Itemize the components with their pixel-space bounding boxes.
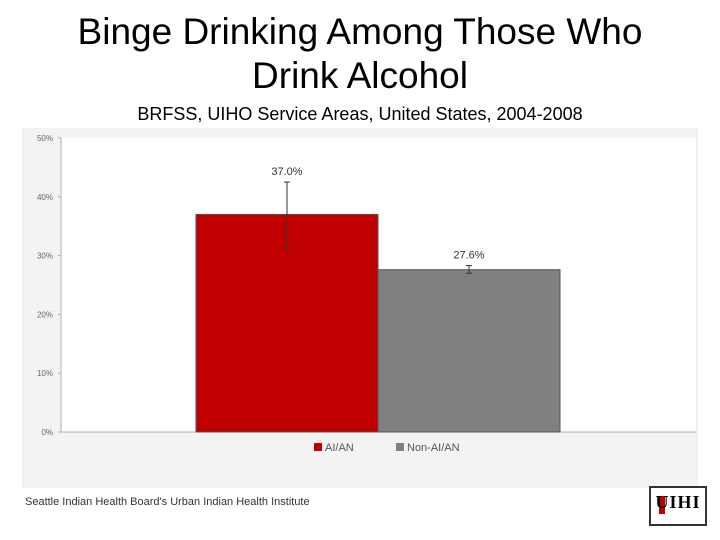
bar-chart: 0% 10% 20% 30% 40% 50% 37.0% 27.6% AI/AN Non-AI… [37, 134, 696, 454]
legend: AI/AN Non-AI/AN [314, 442, 460, 454]
title-line-1: Binge Drinking Among Those Who [77, 11, 643, 52]
uihi-logo: UIHI [649, 486, 707, 526]
data-labels: 37.0% 27.6% [271, 166, 484, 261]
y-tick-label: 10% [37, 369, 53, 378]
bar-ai-an [195, 213, 379, 433]
y-tick-label: 30% [37, 252, 53, 261]
chart-area: 0% 10% 20% 30% 40% 50% 37.0% 27.6% AI/AN Non-AI… [22, 128, 698, 488]
bar-non-ai-an [377, 269, 561, 433]
legend-swatch [396, 443, 404, 451]
logo-accent-mark [659, 496, 665, 514]
y-tick-labels: 0% 10% 20% 30% 40% 50% [37, 134, 61, 437]
data-label: 27.6% [453, 250, 484, 262]
y-tick-label: 40% [37, 193, 53, 202]
legend-label: Non-AI/AN [407, 442, 460, 454]
legend-swatch [314, 443, 322, 451]
title-line-2: Drink Alcohol [252, 55, 468, 96]
logo-letters: UIHI [655, 492, 701, 512]
footer-credit: Seattle Indian Health Board's Urban Indi… [25, 496, 310, 508]
slide-title: Binge Drinking Among Those Who Drink Alc… [0, 10, 720, 98]
bars [195, 213, 561, 433]
slide-subtitle: BRFSS, UIHO Service Areas, United States… [137, 104, 583, 124]
legend-label: AI/AN [325, 442, 354, 454]
error-bars [284, 181, 472, 274]
data-label: 37.0% [271, 166, 302, 178]
y-tick-label: 0% [41, 428, 53, 437]
y-tick-label: 20% [37, 310, 53, 319]
y-tick-label: 50% [37, 134, 53, 143]
